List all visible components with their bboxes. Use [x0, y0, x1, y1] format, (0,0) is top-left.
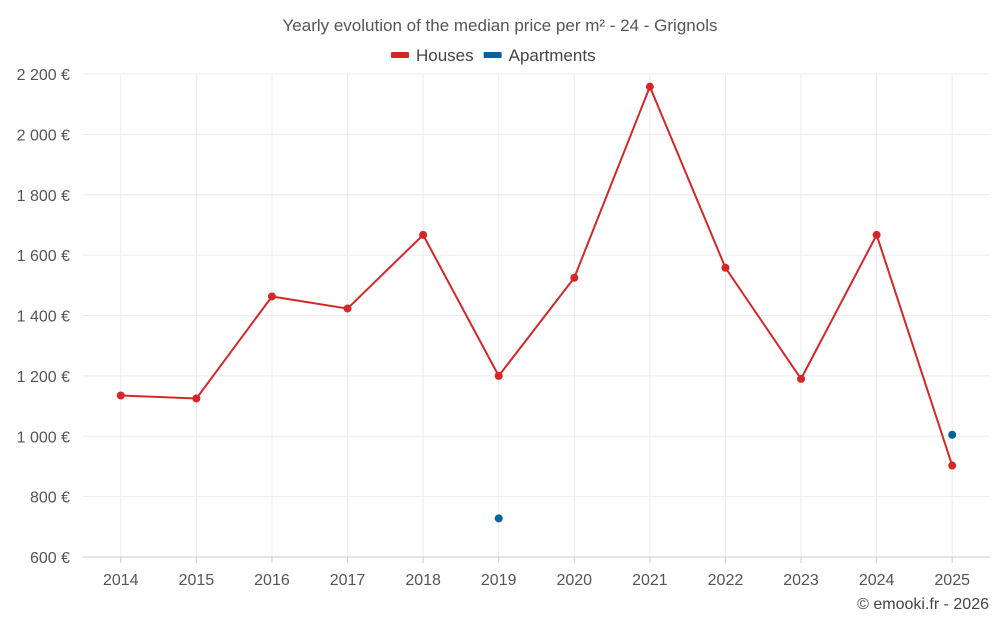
- x-tick-label: 2014: [103, 572, 139, 589]
- legend-label-apartments: Apartments: [509, 46, 596, 65]
- houses-point-2014[interactable]: [116, 391, 125, 400]
- x-tick-label: 2021: [632, 572, 668, 589]
- legend-item-houses[interactable]: Houses: [391, 46, 474, 65]
- houses-point-2019[interactable]: [494, 371, 503, 380]
- houses-series-line: [120, 84, 954, 466]
- axis-layer: 600 € 800 € 1 000 € 1 200 € 1 400 € 1 600 € 1 …: [17, 67, 990, 589]
- apartments-point-2019[interactable]: [494, 514, 503, 523]
- y-tick-label: 2 200 €: [17, 67, 70, 84]
- houses-point-2016[interactable]: [267, 292, 276, 301]
- grid-layer: [83, 73, 990, 557]
- x-tick-label: 2015: [179, 572, 215, 589]
- houses-point-2021[interactable]: [645, 82, 654, 91]
- x-tick-label: 2024: [859, 572, 895, 589]
- houses-point-2017[interactable]: [343, 304, 352, 313]
- x-tick-label: 2017: [330, 572, 366, 589]
- x-tick-label: 2023: [783, 572, 819, 589]
- legend-swatch-apartments: [483, 52, 502, 58]
- y-tick-label: 1 600 €: [17, 248, 70, 265]
- legend-label-houses: Houses: [416, 46, 474, 65]
- x-tick-label: 2016: [254, 572, 290, 589]
- houses-point-2025[interactable]: [948, 461, 957, 470]
- x-tick-label: 2022: [708, 572, 744, 589]
- y-tick-label: 800 €: [30, 490, 70, 507]
- credit-text: © emooki.fr - 2026: [857, 596, 989, 613]
- chart-title: Yearly evolution of the median price per…: [283, 16, 718, 35]
- y-tick-label: 2 000 €: [17, 127, 70, 144]
- y-tick-label: 1 800 €: [17, 188, 70, 205]
- houses-point-2015[interactable]: [192, 394, 201, 403]
- y-tick-label: 1 400 €: [17, 309, 70, 326]
- y-tick-label: 1 200 €: [17, 369, 70, 386]
- x-tick-label: 2018: [405, 572, 441, 589]
- houses-point-2023[interactable]: [797, 374, 806, 383]
- legend: Houses Apartments: [391, 46, 596, 65]
- houses-point-2018[interactable]: [419, 230, 428, 239]
- x-tick-label: 2019: [481, 572, 517, 589]
- houses-point-2024[interactable]: [872, 230, 881, 239]
- houses-point-2022[interactable]: [721, 263, 730, 272]
- x-tick-label: 2020: [556, 572, 592, 589]
- y-tick-label: 1 000 €: [17, 429, 70, 446]
- x-tick-label: 2025: [934, 572, 970, 589]
- series-layer: [116, 82, 957, 523]
- y-tick-label: 600 €: [30, 550, 70, 567]
- legend-swatch-houses: [391, 52, 409, 58]
- houses-point-2020[interactable]: [570, 273, 579, 282]
- legend-item-apartments[interactable]: Apartments: [483, 46, 596, 65]
- apartments-point-2025[interactable]: [948, 430, 957, 439]
